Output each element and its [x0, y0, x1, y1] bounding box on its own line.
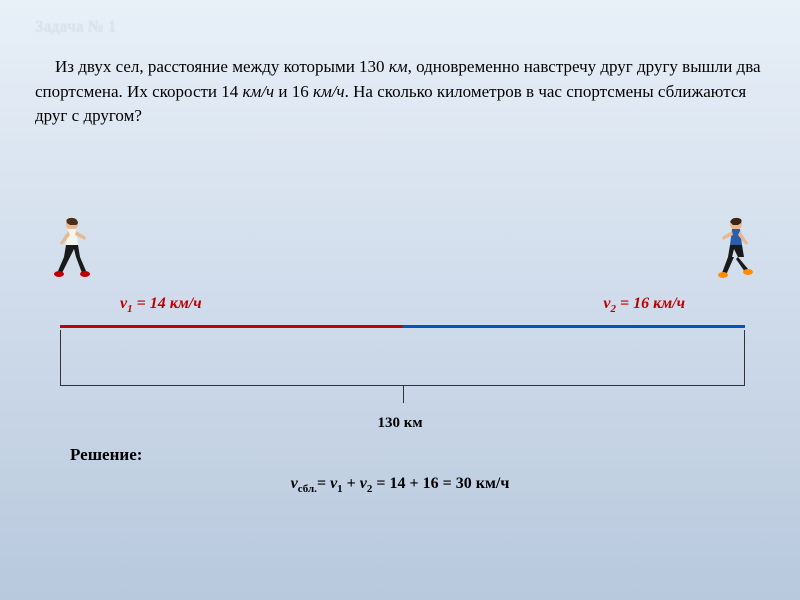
distance-label: 130 км	[377, 415, 422, 432]
unit-km: км	[389, 57, 408, 76]
solution-heading: Решение:	[70, 445, 142, 465]
runner-right-icon	[712, 215, 760, 285]
velocity-1-label: v1 = 14 км/ч	[120, 295, 202, 315]
unit-kmh: км/ч	[313, 82, 345, 101]
track-line	[60, 325, 745, 328]
v-value: = 14 км/ч	[133, 295, 202, 312]
problem-statement: Из двух сел, расстояние между которыми 1…	[35, 55, 765, 129]
runner-left-icon	[48, 215, 96, 285]
text-segment: Из двух сел, расстояние между которыми 1…	[55, 57, 389, 76]
task-title: Задача № 1	[35, 18, 116, 36]
formula-plus: +	[343, 475, 360, 492]
text-segment: и 16	[274, 82, 313, 101]
formula-rhs: = 14 + 16 = 30 км/ч	[372, 475, 509, 492]
solution-formula: vсбл.= v1 + v2 = 14 + 16 = 30 км/ч	[291, 475, 510, 495]
formula-eq: =	[317, 475, 330, 492]
v-value: = 16 км/ч	[616, 295, 685, 312]
unit-kmh: км/ч	[243, 82, 275, 101]
bracket-midpoint	[403, 385, 405, 403]
distance-bracket	[60, 330, 745, 386]
formula-v1: v	[330, 475, 337, 492]
formula-sub: сбл.	[298, 483, 317, 495]
velocity-2-label: v2 = 16 км/ч	[603, 295, 685, 315]
